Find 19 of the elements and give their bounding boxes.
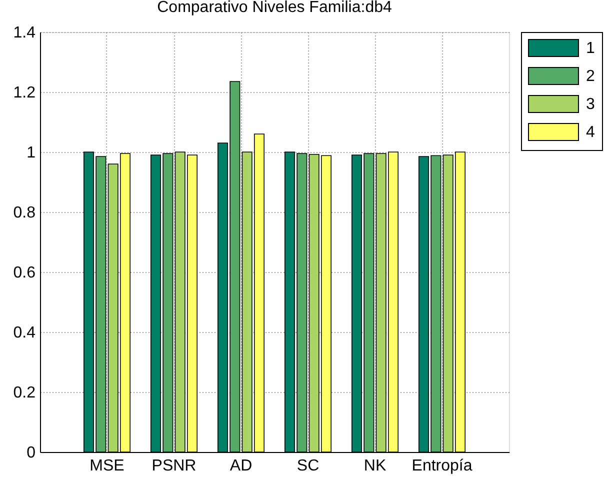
y-tick-label: 1.4 — [13, 24, 36, 42]
x-tick-label: SC — [296, 458, 320, 474]
legend-label: 2 — [586, 68, 595, 85]
x-tick-label: MSE — [90, 458, 124, 474]
x-tick-label: Entropía — [412, 458, 472, 474]
y-tick-label: 0.4 — [13, 324, 36, 342]
chart-title: Comparativo Niveles Familia:db4 — [157, 0, 392, 16]
x-tick-label: AD — [230, 458, 252, 474]
y-tick-label: 0.6 — [13, 264, 36, 282]
legend-label: 3 — [586, 96, 595, 113]
y-tick-label: 0 — [26, 444, 36, 462]
x-tick-label: NK — [364, 458, 386, 474]
legend-label: 1 — [586, 40, 595, 57]
y-tick-label: 1 — [26, 144, 36, 162]
y-tick-label: 0.8 — [13, 204, 36, 222]
y-tick-label: 1.2 — [13, 84, 36, 102]
y-tick-label: 0.2 — [13, 384, 36, 402]
legend-label: 4 — [586, 124, 595, 141]
x-tick-label: PSNR — [152, 458, 196, 474]
